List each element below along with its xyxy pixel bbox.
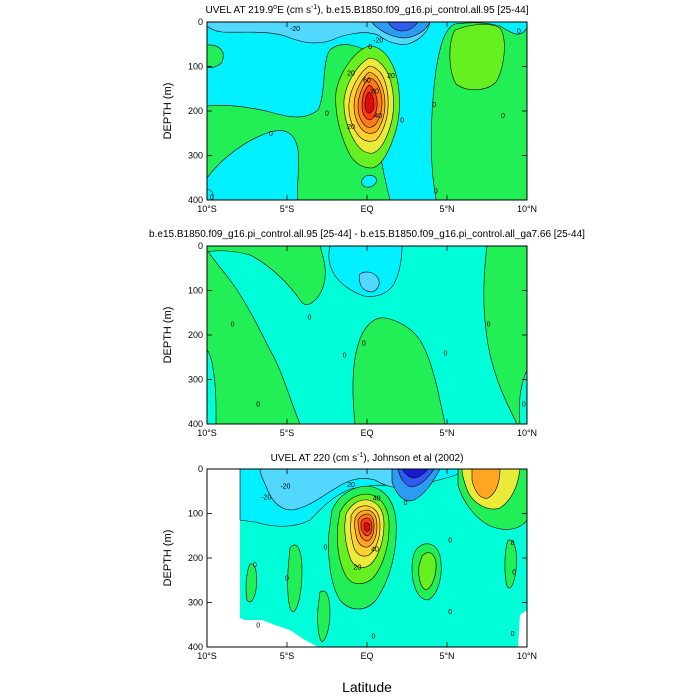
contour-label: 0 xyxy=(269,131,273,138)
y-tick-label: 100 xyxy=(188,509,203,519)
contour-label: 40 xyxy=(371,547,379,554)
contour-label: 60 xyxy=(363,77,371,84)
contour-label: 0 xyxy=(448,538,452,545)
y-tick-label: 200 xyxy=(188,106,203,116)
contour-label: 0 xyxy=(432,102,436,109)
x-tick-label: 5°S xyxy=(280,204,295,214)
x-tick-label: 10°S xyxy=(197,204,217,214)
contour-label: 20 xyxy=(354,564,362,571)
x-tick-label: EQ xyxy=(360,651,373,661)
y-axis-label: DEPTH (m) xyxy=(162,307,174,364)
x-tick-label: 10°S xyxy=(197,651,217,661)
contour-label: 20 xyxy=(347,71,355,78)
contour-label: 0 xyxy=(210,194,214,201)
contour-label: 0 xyxy=(448,609,452,616)
panel-1-field xyxy=(207,22,527,200)
contour-label: 0 xyxy=(487,321,491,328)
panel-1: UVEL AT 219.9oE (cm s-1), b.e15.B1850.f0… xyxy=(162,4,537,214)
contour-label: 0 xyxy=(253,562,257,569)
y-tick-label: 100 xyxy=(188,286,203,296)
contour-label: 0 xyxy=(307,315,311,322)
y-tick-label: 0 xyxy=(198,241,203,251)
x-tick-label: 10°N xyxy=(517,204,537,214)
contour-label: 0 xyxy=(323,544,327,551)
contour-label: 40 xyxy=(373,495,381,502)
contour-label: 0 xyxy=(368,44,372,51)
x-tick-label: 5°N xyxy=(439,428,454,438)
panel-3-contour-labels: -20 -20 20 40 0 0 0 0 20 40 0 0 0 0 0 0 0 xyxy=(253,482,516,640)
x-tick-label: 5°S xyxy=(280,651,295,661)
contour-label: 0 xyxy=(511,631,515,638)
x-tick-label: 10°N xyxy=(517,428,537,438)
panel-3: UVEL AT 220 (cm s-1), Johnson et al (200… xyxy=(162,452,537,661)
y-tick-label: 100 xyxy=(188,62,203,72)
panel-2-field xyxy=(207,246,527,424)
contour-label: -20 xyxy=(290,26,300,33)
y-tick-label: 0 xyxy=(198,464,203,474)
x-tick-label: 5°N xyxy=(439,204,454,214)
y-tick-label: 400 xyxy=(188,419,203,429)
contour-label: 0 xyxy=(512,570,516,577)
panel-1-title: UVEL AT 219.9oE (cm s-1), b.e15.B1850.f0… xyxy=(206,4,529,16)
y-tick-label: 400 xyxy=(188,642,203,652)
y-tick-label: 300 xyxy=(188,151,203,161)
contour-label: 0 xyxy=(256,401,260,408)
contour-label: 0 xyxy=(511,540,515,547)
contour-label: 0 xyxy=(371,633,375,640)
contour-label: 0 xyxy=(400,117,404,124)
y-axis-label: DEPTH (m) xyxy=(162,83,174,140)
x-tick-label: 5°S xyxy=(280,428,295,438)
panel-2-contour-labels: 0 0 0 0 0 0 0 0 xyxy=(231,315,526,409)
y-tick-label: 200 xyxy=(188,553,203,563)
x-tick-label: 5°N xyxy=(439,651,454,661)
panel-2: b.e15.B1850.f09_g16.pi_control.all.95 [2… xyxy=(149,229,585,438)
contour-label: 0 xyxy=(501,113,505,120)
contour-label: 40 xyxy=(374,113,382,120)
contour-label: 0 xyxy=(256,622,260,629)
contour-label: 20 xyxy=(387,73,395,80)
panel-2-axes: 10°S 5°S EQ 5°N 10°N 0 100 200 300 400 DEPTH (m) xyxy=(162,241,537,438)
contour-label: 20 xyxy=(347,124,355,131)
contour-label: 0 xyxy=(325,111,329,118)
y-tick-label: 400 xyxy=(188,195,203,205)
contour-label: 0 xyxy=(522,401,526,408)
contour-label: -20 xyxy=(280,483,290,490)
y-tick-label: 300 xyxy=(188,375,203,385)
contour-label: 0 xyxy=(517,28,521,35)
contour-label: 0 xyxy=(231,321,235,328)
contour-label: -20 xyxy=(373,37,383,44)
panel-3-title: UVEL AT 220 (cm s-1), Johnson et al (200… xyxy=(271,452,464,464)
panel-3-field xyxy=(207,469,527,647)
contour-label: 0 xyxy=(443,350,447,357)
x-tick-label: 10°S xyxy=(197,428,217,438)
contour-label: 0 xyxy=(343,353,347,360)
contour-label: 20 xyxy=(347,482,355,489)
contour-label: 0 xyxy=(403,500,407,507)
x-axis-label: Latitude xyxy=(342,679,392,695)
contour-label: 0 xyxy=(362,341,366,348)
y-tick-label: 200 xyxy=(188,330,203,340)
y-tick-label: 0 xyxy=(198,17,203,27)
x-tick-label: EQ xyxy=(360,428,373,438)
y-axis-label: DEPTH (m) xyxy=(162,530,174,587)
y-tick-label: 300 xyxy=(188,598,203,608)
contour-label: 80 xyxy=(371,88,379,95)
panel-2-title: b.e15.B1850.f09_g16.pi_control.all.95 [2… xyxy=(149,229,585,240)
x-tick-label: EQ xyxy=(360,204,373,214)
contour-label: -20 xyxy=(261,495,271,502)
x-tick-label: 10°N xyxy=(517,651,537,661)
contour-label: 0 xyxy=(285,576,289,583)
contour-label: 0 xyxy=(434,189,438,196)
